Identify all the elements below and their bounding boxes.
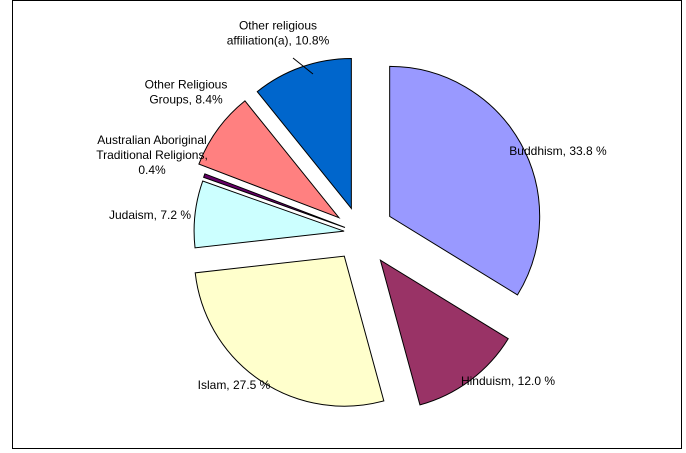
pie-slice-6 — [198, 100, 341, 219]
pie-slice-1 — [389, 65, 541, 296]
slice-label-3: Islam, 27.5 % — [198, 378, 271, 392]
pie-slice-7 — [256, 57, 352, 210]
pie-slice-5 — [202, 173, 346, 228]
slice-label-1: Buddhism, 33.8 % — [509, 144, 607, 158]
slice-label-7: Other religious affiliation(a), 10.8% — [227, 19, 330, 48]
slice-label-2: Hinduism, 12.0 % — [461, 374, 555, 388]
pie-slice-3 — [194, 255, 385, 407]
pie-slice-4 — [193, 180, 345, 249]
slice-label-5: Australian Aboriginal Traditional Religio… — [96, 133, 208, 177]
leader-line — [292, 57, 314, 75]
slice-label-4: Judaism, 7.2 % — [109, 208, 191, 222]
pie-slice-2 — [379, 259, 509, 406]
slice-label-6: Other Religious Groups, 8.4% — [145, 78, 228, 107]
